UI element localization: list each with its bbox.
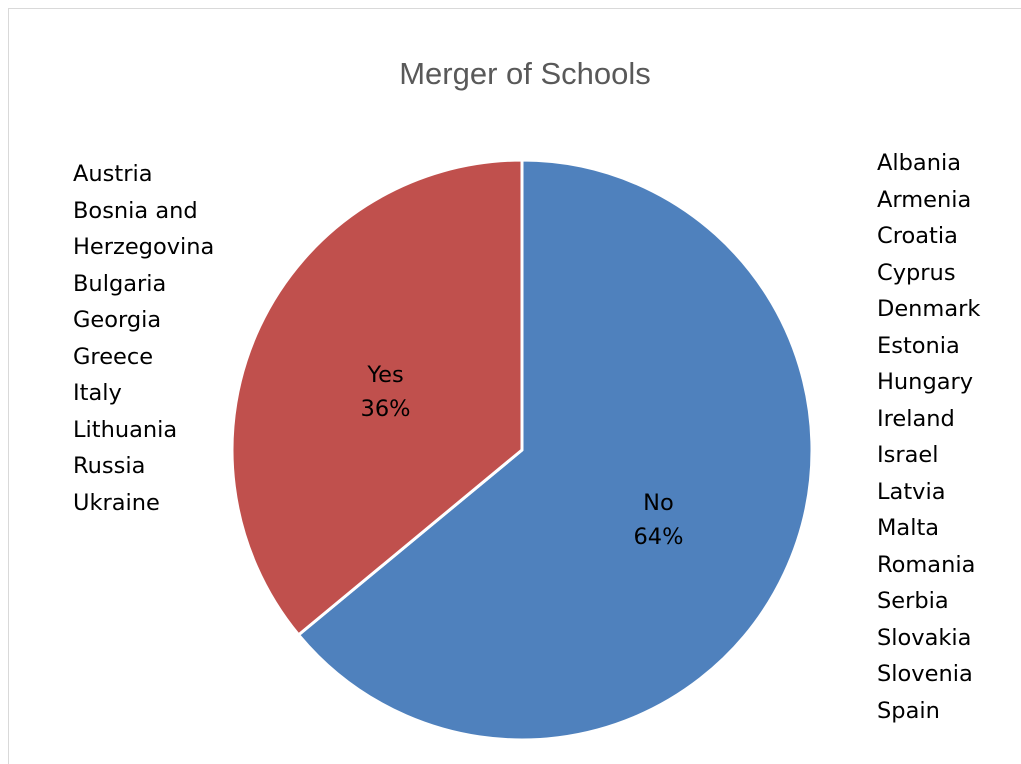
country-label: Serbia [877, 588, 949, 614]
no-country-list: Albania Armenia Croatia Cyprus Denmark E… [877, 145, 980, 729]
country-label: Lithuania [73, 416, 178, 443]
country-label: Albania [877, 150, 962, 176]
country-label: Israel [877, 442, 939, 468]
country-label: Spain [877, 697, 940, 724]
country-label: Slovenia [877, 661, 973, 687]
pie-slice-yes [230, 158, 524, 637]
country-label: Bosnia and [73, 197, 198, 224]
country-label: Romania [877, 551, 976, 578]
country-label: Slovakia [877, 624, 972, 651]
country-label: Bulgaria [73, 270, 167, 297]
country-label: Russia [73, 453, 146, 479]
country-label: Georgia [73, 307, 162, 333]
country-label: Denmark [877, 296, 981, 322]
pie-slice-no [297, 158, 814, 742]
country-label: Latvia [877, 478, 946, 505]
data-label-no: No 64% [633, 490, 683, 550]
chart-title: Merger of Schools [399, 56, 651, 91]
country-label: Herzegovina [73, 234, 215, 260]
country-label: Hungary [877, 369, 974, 395]
country-label: Cyprus [877, 259, 956, 286]
country-label: Austria [73, 161, 153, 187]
country-label: Ireland [877, 405, 955, 432]
country-label: Italy [73, 380, 122, 406]
country-label: Malta [877, 515, 940, 541]
country-label: Armenia [877, 186, 972, 213]
data-label-yes: Yes 36% [361, 362, 411, 422]
yes-country-list: Austria Bosnia and Herzegovina Bulgaria … [73, 156, 214, 521]
country-label: Estonia [877, 332, 960, 359]
country-label: Greece [73, 343, 154, 370]
country-label: Croatia [877, 223, 958, 249]
country-label: Ukraine [73, 489, 160, 516]
